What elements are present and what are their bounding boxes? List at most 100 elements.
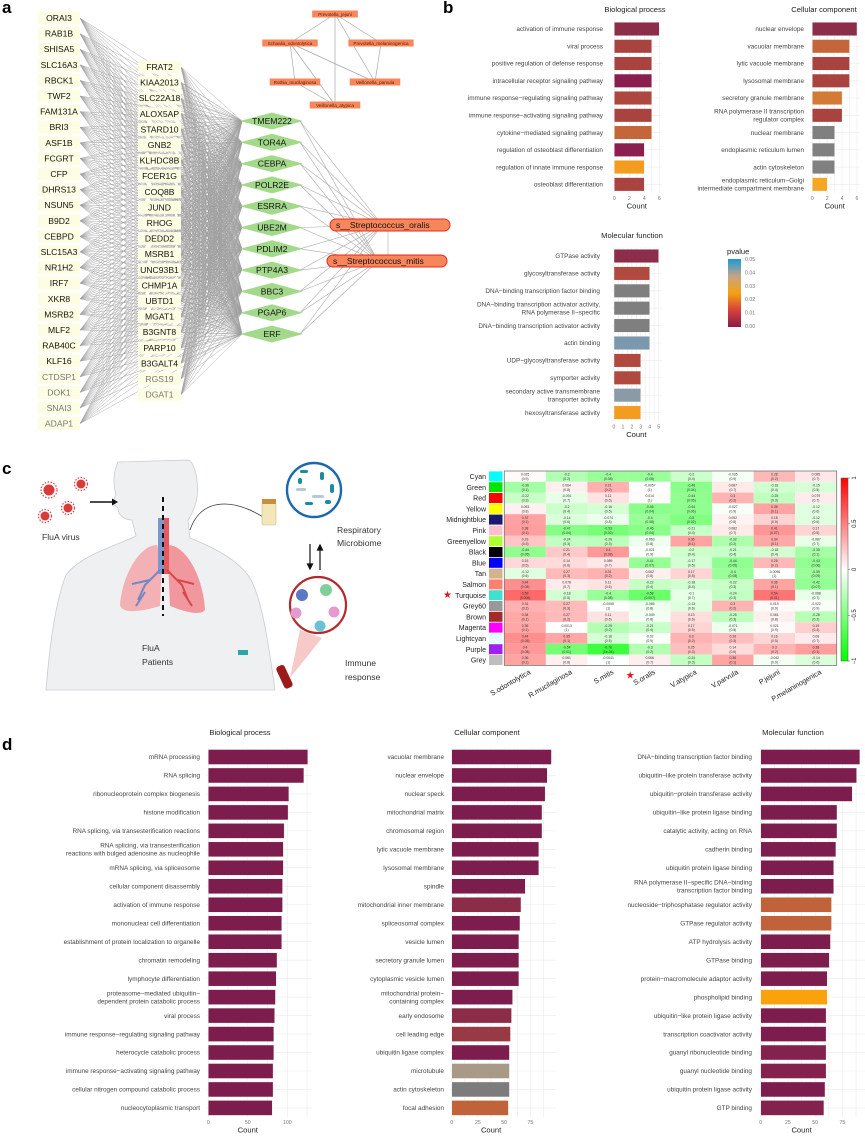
bar-chart-b_bp: Biological process activation of immune r… (468, 5, 666, 210)
edge (180, 113, 243, 143)
cell-pvalue: (0.3) (563, 574, 570, 578)
category-label-line: secondary active transmembrane (506, 388, 601, 395)
gene-node-label: CTDSP1 (42, 372, 76, 382)
cell-pvalue: (0.8) (522, 509, 529, 513)
column-label: S.odontolytica (488, 667, 532, 697)
cell-correlation: -0.4 (647, 516, 653, 520)
cell-correlation: 0.064 (562, 483, 571, 487)
microbe-node (326, 254, 448, 268)
gene-node-box (138, 76, 181, 90)
edge (180, 254, 243, 335)
bar (208, 786, 290, 802)
gene-node-box (138, 263, 181, 277)
cell-pvalue: (0.2) (812, 617, 819, 621)
gene-node-label: NSUN5 (44, 200, 73, 210)
correlation-heatmap: Cyan 0.025(0.9)-0.3(0.2)-0.4(0.08)-0.4(0.… (443, 470, 858, 703)
x-tick-label: 5 (657, 424, 660, 430)
virus-icon (76, 479, 86, 489)
bar (208, 1026, 275, 1042)
bar (451, 1100, 509, 1116)
cell-pvalue: (0.1) (729, 661, 736, 665)
bar (760, 934, 831, 950)
cell-correlation: -0.021 (645, 548, 655, 552)
virus-icon (40, 511, 50, 521)
heatmap-cell (628, 654, 671, 666)
bar (760, 786, 853, 802)
x-tick-label: 100 (283, 1120, 292, 1126)
module-color-swatch (489, 590, 503, 601)
bar (614, 39, 652, 54)
heatmap-cell (628, 622, 671, 633)
heatmap-cell (712, 535, 754, 547)
category-label-line: ubiquitin−like protein ligase activity (654, 1013, 753, 1020)
cell-pvalue: (0.6) (605, 499, 612, 503)
bar (614, 142, 645, 157)
edge (180, 82, 243, 186)
edge (180, 120, 243, 192)
cell-pvalue: (0.06) (687, 509, 696, 513)
edge (180, 129, 243, 249)
edge (299, 163, 383, 226)
bar (760, 1044, 827, 1061)
cell-correlation: -0.4 (605, 473, 611, 477)
heatmap-cell (795, 643, 837, 655)
cell-correlation: -0.13 (687, 602, 695, 606)
edge (299, 120, 383, 226)
cell-correlation: 0.59 (522, 591, 529, 595)
cell-pvalue: (0.07) (811, 585, 820, 589)
module-color-swatch (489, 547, 503, 557)
cell-correlation: -0.22 (729, 581, 737, 585)
category-label-line: lymphocyte differentiation (128, 976, 201, 983)
bar (613, 301, 650, 316)
heatmap-cell (712, 633, 754, 644)
bronchi-left (131, 569, 161, 607)
cell-correlation: 0.31 (605, 570, 612, 574)
edge (180, 333, 243, 380)
cell-pvalue: (1e-04) (603, 650, 614, 654)
edge (180, 227, 243, 380)
edge (180, 176, 243, 271)
cell-correlation: -0.1 (688, 591, 694, 595)
gene-node-label: FCER1G (142, 171, 177, 181)
category-label: guanyl nucleotide binding (680, 1068, 753, 1075)
category-label: establishment of protein localization to… (64, 939, 201, 946)
module-label: Grey60 (463, 604, 486, 611)
column-label: R.mucilaginosa (527, 667, 574, 699)
bar (613, 318, 650, 333)
heatmap-cell (545, 654, 588, 666)
edge (180, 207, 243, 271)
edge (180, 129, 243, 186)
module-color-swatch (489, 471, 503, 482)
gene-node-box (38, 167, 80, 181)
cell-pvalue: (0.08) (521, 650, 530, 654)
edge (79, 333, 243, 409)
edge (180, 66, 243, 228)
edge (180, 66, 243, 271)
heatmap-cell (628, 471, 671, 482)
x-tick-label: 2 (826, 196, 829, 202)
category-label-line: phospholipid binding (694, 994, 753, 1001)
cell-correlation: -0.088 (811, 591, 821, 595)
edge (180, 98, 243, 313)
category-label: histone modification (144, 810, 201, 817)
category-label: nucleocytoplasmic transport (121, 1105, 200, 1112)
category-label-line: RNA polymerase II−specific (522, 309, 601, 316)
bacteria-icons (296, 470, 334, 505)
gene-node-box (38, 214, 80, 228)
gene-node-label: FRAT2 (146, 62, 173, 72)
cell-correlation: 0.062 (645, 570, 654, 574)
heatmap-cell (628, 546, 671, 558)
bar (760, 1063, 827, 1079)
cell-correlation: -0.46 (646, 527, 654, 531)
edge (180, 248, 243, 348)
cell-pvalue: (0.5) (812, 488, 819, 492)
x-tick-label: 0 (811, 196, 814, 202)
bar (613, 370, 641, 385)
gene-node-label: ADAP1 (45, 419, 73, 429)
cell-correlation: 0.27 (563, 613, 570, 617)
heatmap-cell (504, 481, 546, 493)
legend-tick-label: 0.01 (745, 311, 755, 317)
module-label: Cyan (470, 474, 486, 481)
gene-node-label: CFP (50, 169, 67, 179)
gene-node-label: TWF2 (47, 91, 71, 101)
